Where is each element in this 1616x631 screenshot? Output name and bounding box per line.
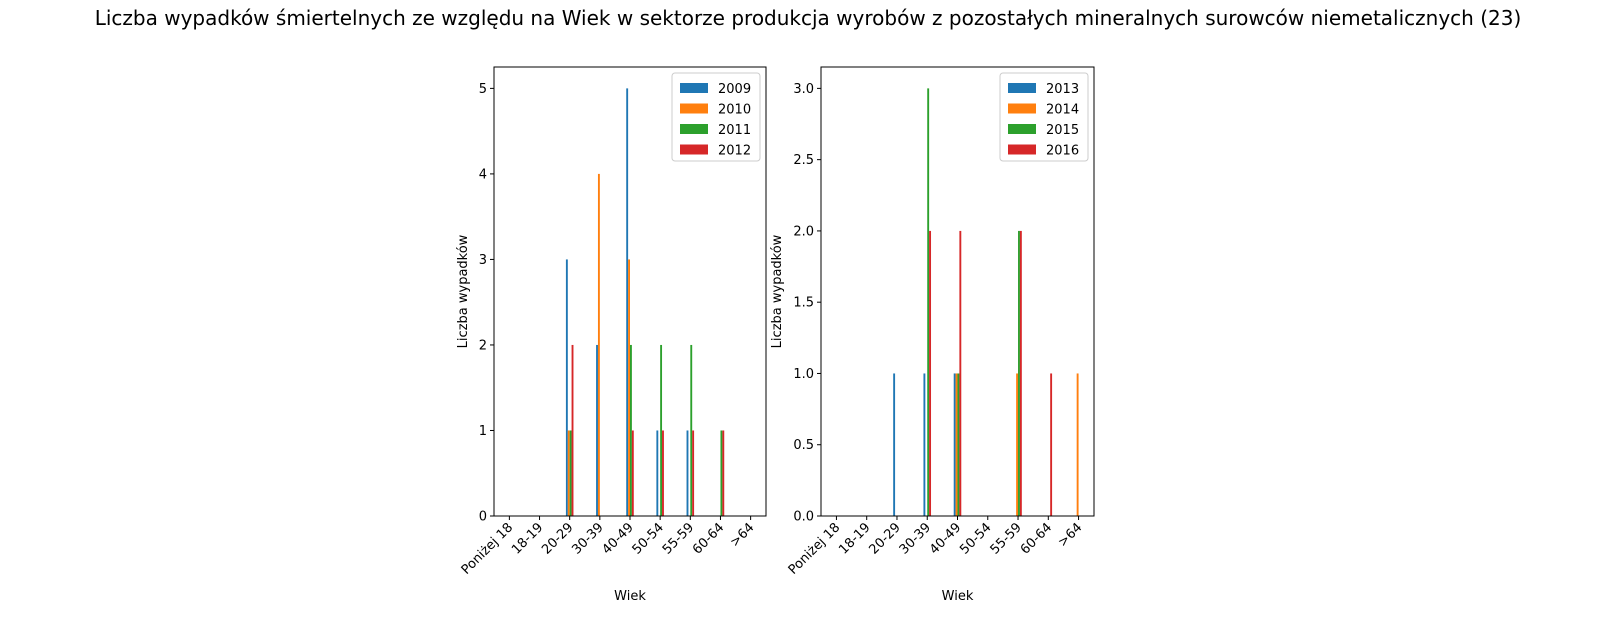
x-tick-label: >64 xyxy=(1055,520,1085,550)
y-tick-label: 0.5 xyxy=(793,438,814,453)
y-tick-label: 0.0 xyxy=(793,510,814,525)
bar-2011-55-59 xyxy=(690,344,693,516)
legend-swatch-2012 xyxy=(680,144,708,155)
y-axis-label: Liczba wypadków xyxy=(456,234,471,348)
x-tick-label: 18-19 xyxy=(509,520,546,557)
y-tick-label: 4 xyxy=(479,167,487,182)
bar-2014->64 xyxy=(1076,373,1079,516)
bar-2012-40-49 xyxy=(631,430,634,516)
x-axis-label: Wiek xyxy=(614,589,646,604)
x-tick-label: 18-19 xyxy=(836,520,873,557)
legend-swatch-2014 xyxy=(1008,103,1036,114)
bar-2009-50-54 xyxy=(656,430,659,516)
x-tick-label: 40-49 xyxy=(927,520,964,557)
bar-2011-50-54 xyxy=(660,344,663,516)
x-tick-label: 20-29 xyxy=(866,520,903,557)
y-tick-label: 3.0 xyxy=(793,82,814,97)
bar-2015-55-59 xyxy=(1018,230,1020,516)
bar-2014-55-59 xyxy=(1016,373,1019,516)
bar-2010-40-49 xyxy=(628,259,630,516)
y-tick-label: 1.5 xyxy=(793,296,814,311)
legend-swatch-2011 xyxy=(680,124,708,134)
x-tick-label: 20-29 xyxy=(539,520,576,557)
chart-panel-2: 0.0 0.5 1.0 1.5 2.0 2.5 3.0 Poniżej 1818-1920-2… xyxy=(770,66,1095,604)
y-tick-label: 2 xyxy=(479,338,487,353)
legend-label-2016: 2016 xyxy=(1046,144,1079,159)
bar-2012-60-64 xyxy=(722,430,725,516)
x-tick-label: 30-39 xyxy=(897,520,934,557)
x-tick-label: 55-59 xyxy=(660,520,697,557)
legend-label-2012: 2012 xyxy=(718,144,751,159)
bar-2009-55-59 xyxy=(686,430,689,516)
bar-2015-40-49 xyxy=(957,373,960,516)
legend-swatch-2009 xyxy=(680,83,708,93)
bar-2016-30-39 xyxy=(929,230,932,516)
x-tick-label: 55-59 xyxy=(988,520,1025,557)
legend-swatch-2010 xyxy=(680,103,708,114)
bar-2009-40-49 xyxy=(626,88,629,516)
legend-label-2011: 2011 xyxy=(718,123,751,138)
y-tick-label: 3 xyxy=(479,253,487,268)
y-tick-label: 1.0 xyxy=(793,367,814,382)
bar-2012-50-54 xyxy=(662,430,664,516)
bar-2014-40-49 xyxy=(955,373,958,516)
figure-title: Liczba wypadków śmiertelnych ze względu … xyxy=(94,6,1522,30)
bar-2011-20-29 xyxy=(569,430,572,516)
bar-2013-20-29 xyxy=(893,373,896,516)
legend-swatch-2015 xyxy=(1008,124,1036,134)
bar-2013-30-39 xyxy=(923,373,926,516)
legend-box xyxy=(671,72,761,162)
y-tick-label: 2.0 xyxy=(793,224,814,239)
legend-label-2015: 2015 xyxy=(1046,123,1079,138)
bar-2016-60-64 xyxy=(1050,373,1053,516)
x-tick-label: 40-49 xyxy=(600,520,637,557)
y-tick-label: 0 xyxy=(479,510,487,525)
bar-2016-40-49 xyxy=(959,230,962,516)
legend-label-2009: 2009 xyxy=(718,82,751,97)
bar-2013-40-49 xyxy=(953,373,956,516)
x-tick-label: 30-39 xyxy=(569,520,606,557)
x-axis-label: Wiek xyxy=(942,589,974,604)
x-tick-label: 60-64 xyxy=(1018,520,1055,557)
y-tick-label: 5 xyxy=(479,82,487,97)
legend-swatch-2016 xyxy=(1008,144,1036,155)
bar-2009-30-39 xyxy=(596,344,598,516)
bar-2012-20-29 xyxy=(571,344,574,516)
x-tick-label: 50-54 xyxy=(957,520,994,557)
y-tick-label: 2.5 xyxy=(793,153,814,168)
chart-panel-1: 0 1 2 3 4 5 Poniżej 1818-1920-2930-3940-4950-5… xyxy=(456,66,767,604)
bar-2015-30-39 xyxy=(927,88,930,516)
legend-swatch-2013 xyxy=(1008,83,1036,93)
bar-2009-20-29 xyxy=(565,259,568,516)
legend-box xyxy=(999,72,1089,162)
bar-2011-60-64 xyxy=(720,430,723,516)
legend-label-2013: 2013 xyxy=(1046,82,1079,97)
bar-2012-55-59 xyxy=(692,430,695,516)
x-tick-label: Poniżej 18 xyxy=(786,520,843,577)
y-axis-label: Liczba wypadków xyxy=(770,234,785,348)
bar-2011-40-49 xyxy=(630,344,632,516)
x-tick-label: >64 xyxy=(727,520,757,550)
y-tick-label: 1 xyxy=(479,424,487,439)
x-tick-label: Poniżej 18 xyxy=(459,520,516,577)
bar-2010-30-39 xyxy=(597,173,600,516)
x-tick-label: 50-54 xyxy=(630,520,667,557)
legend-label-2014: 2014 xyxy=(1046,103,1079,118)
bar-2010-20-29 xyxy=(567,430,570,516)
x-tick-label: 60-64 xyxy=(690,520,727,557)
legend-label-2010: 2010 xyxy=(718,103,751,118)
bar-2016-55-59 xyxy=(1019,230,1022,516)
